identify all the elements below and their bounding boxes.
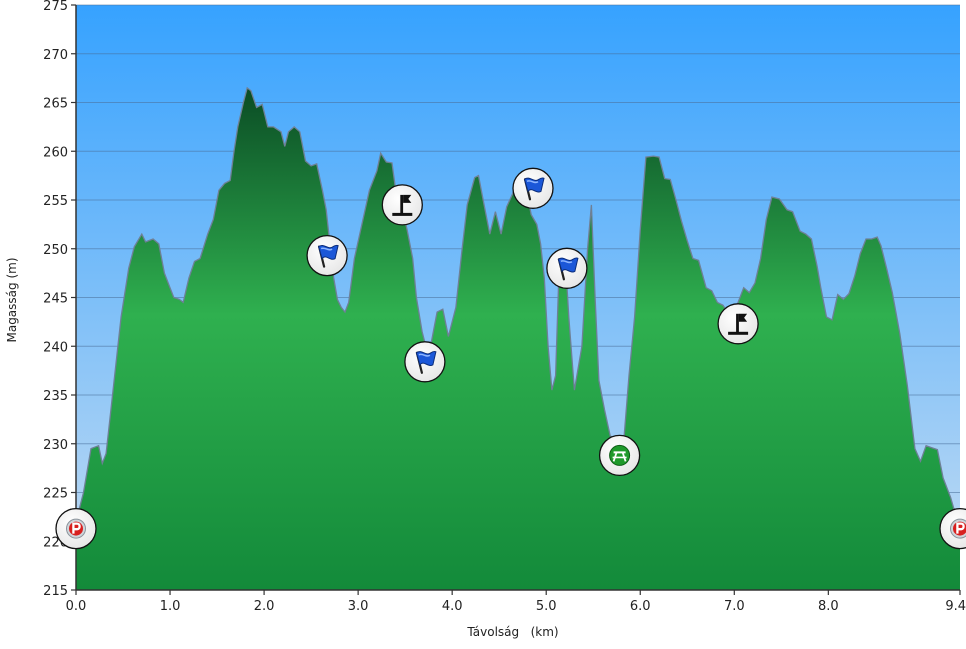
- x-axis-title: Távolság (km): [466, 625, 558, 639]
- y-tick-label: 240: [43, 340, 68, 355]
- elevation-line: [76, 86, 960, 527]
- x-tick-label: 3.0: [348, 599, 369, 614]
- y-tick-label: 230: [43, 438, 68, 453]
- waypoint-marker[interactable]: [404, 341, 446, 383]
- elevation-area: [76, 87, 960, 590]
- waypoint-marker[interactable]: [55, 507, 97, 550]
- x-tick-label: 2.0: [254, 599, 275, 614]
- y-tick-label: 260: [43, 145, 68, 160]
- waypoint-markers: [55, 167, 966, 550]
- parking-icon: [949, 517, 966, 540]
- picnic-table-icon: [608, 444, 631, 467]
- waypoint-marker[interactable]: [939, 507, 966, 550]
- x-tick-label: 4.0: [442, 599, 463, 614]
- parking-icon: [65, 517, 87, 540]
- x-tick-label: 8.0: [818, 599, 839, 614]
- y-tick-label: 265: [43, 97, 68, 112]
- waypoint-marker[interactable]: [598, 434, 641, 477]
- waypoint-marker[interactable]: [512, 167, 554, 209]
- y-tick-label: 250: [43, 243, 68, 258]
- y-tick-label: 235: [43, 389, 68, 404]
- x-tick-label: 5.0: [536, 599, 557, 614]
- x-tick-label: 9.4: [945, 599, 966, 614]
- y-tick-label: 215: [43, 584, 68, 599]
- y-tick-label: 225: [43, 487, 68, 502]
- y-tick-label: 245: [43, 292, 68, 307]
- waypoint-marker[interactable]: [381, 184, 423, 226]
- waypoint-marker[interactable]: [306, 234, 348, 277]
- y-tick-label: 275: [43, 0, 68, 14]
- y-tick-label: 270: [43, 48, 68, 63]
- waypoint-marker[interactable]: [717, 303, 759, 345]
- x-tick-label: 6.0: [630, 599, 651, 614]
- x-tick-label: 0.0: [66, 599, 87, 614]
- x-tick-label: 1.0: [160, 599, 181, 614]
- x-tick-label: 7.0: [724, 599, 745, 614]
- waypoint-marker[interactable]: [546, 247, 588, 289]
- y-axis-title: Magasság (m): [5, 257, 19, 342]
- y-tick-label: 255: [43, 194, 68, 209]
